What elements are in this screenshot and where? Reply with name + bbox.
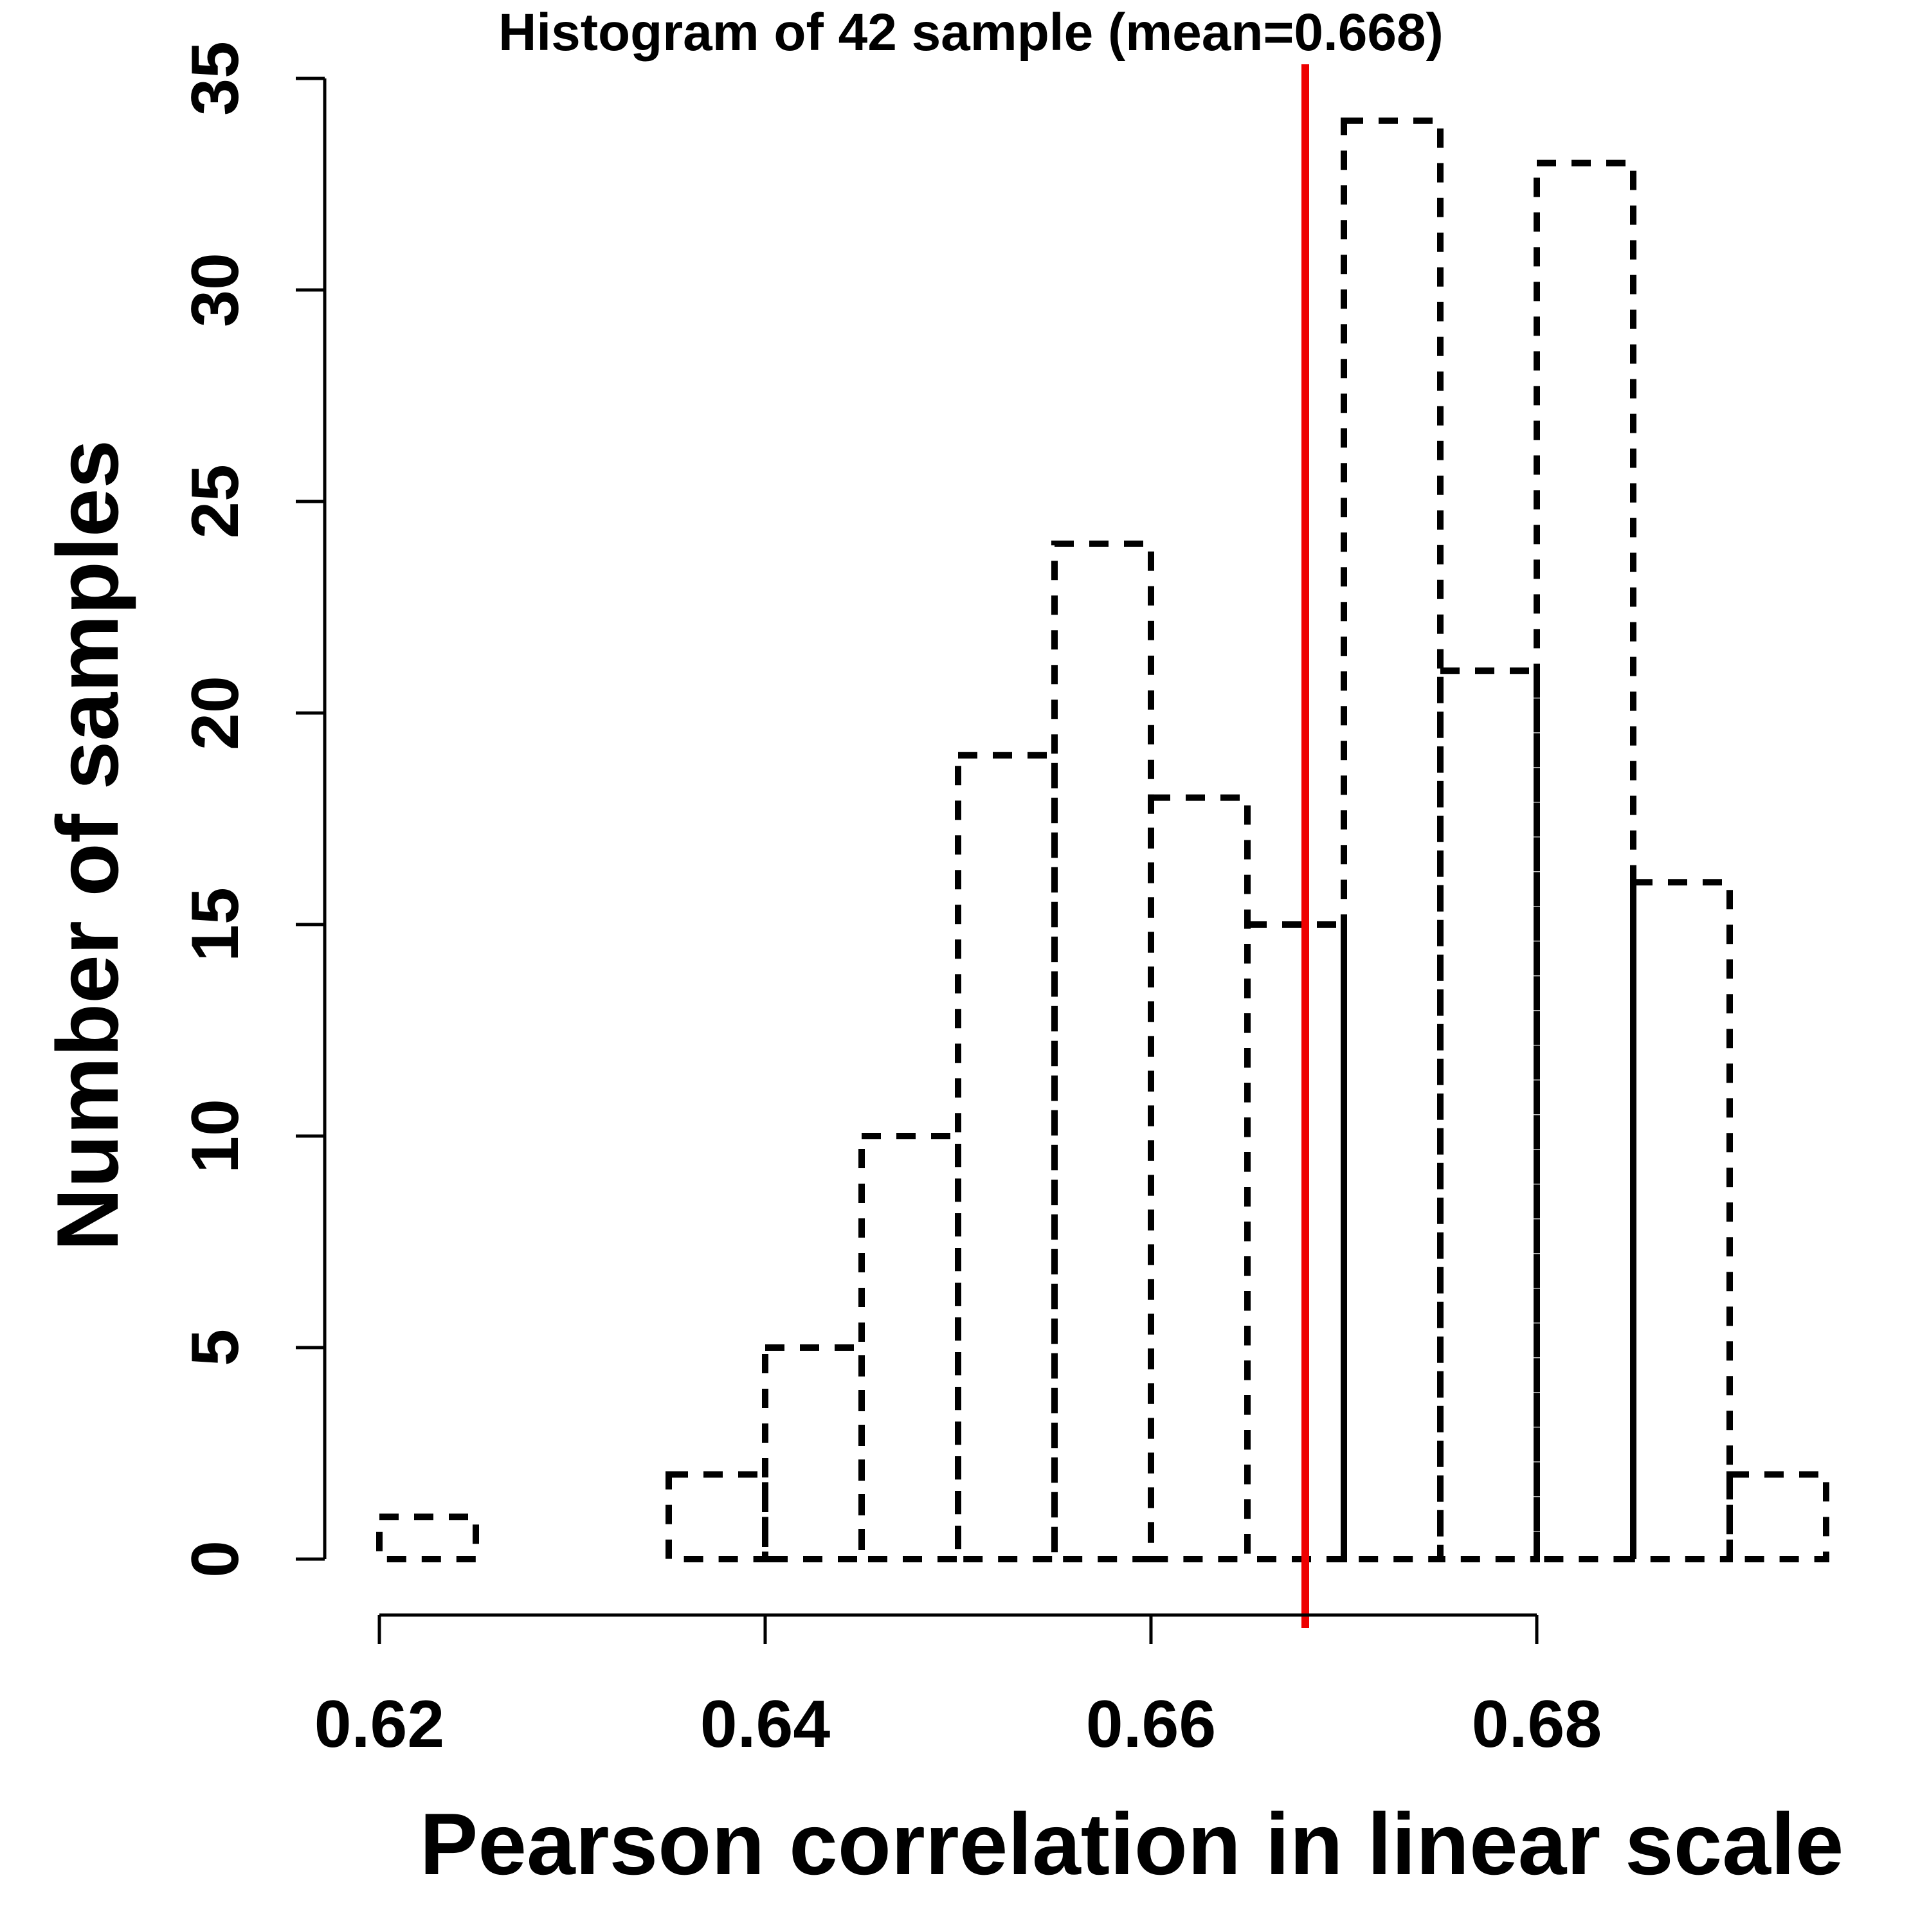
histogram-bar — [1341, 117, 1444, 1562]
y-tick-label: 30 — [178, 253, 253, 327]
x-tick-label: 0.68 — [1472, 1687, 1602, 1762]
y-tick-label: 5 — [178, 1329, 253, 1366]
histogram-bar — [1630, 879, 1733, 1562]
x-axis-label: Pearson correlation in linear scale — [420, 1795, 1844, 1893]
histogram-bar — [1244, 921, 1347, 1562]
axes-layer: 0.62 0.64 0.66 0.68 0 5 10 15 20 25 30 35 — [178, 41, 1602, 1762]
histogram-bar — [1437, 667, 1540, 1562]
y-tick-label: 20 — [178, 676, 253, 750]
x-tick-label: 0.64 — [700, 1687, 831, 1762]
y-tick-label: 35 — [178, 41, 253, 116]
y-tick-label: 15 — [178, 887, 253, 962]
histogram-bar — [376, 1513, 479, 1562]
y-tick-label: 10 — [178, 1099, 253, 1173]
y-axis-label: Number of samples — [39, 440, 136, 1251]
chart-title: Histogram of 42 sample (mean=0.668) — [498, 3, 1444, 62]
histogram-bar — [666, 1471, 768, 1562]
bars-layer — [376, 117, 1829, 1562]
x-tick-label: 0.62 — [314, 1687, 444, 1762]
histogram-bar — [858, 1133, 961, 1562]
histogram-bar — [955, 752, 1058, 1562]
histogram-bar — [1148, 794, 1251, 1562]
x-tick-label: 0.66 — [1086, 1687, 1216, 1762]
histogram-bar — [1051, 540, 1154, 1562]
y-tick-label: 25 — [178, 464, 253, 539]
histogram-bar — [1534, 159, 1636, 1562]
y-tick-label: 0 — [178, 1540, 253, 1578]
histogram-bar — [762, 1344, 865, 1562]
histogram-bar — [1726, 1471, 1829, 1562]
